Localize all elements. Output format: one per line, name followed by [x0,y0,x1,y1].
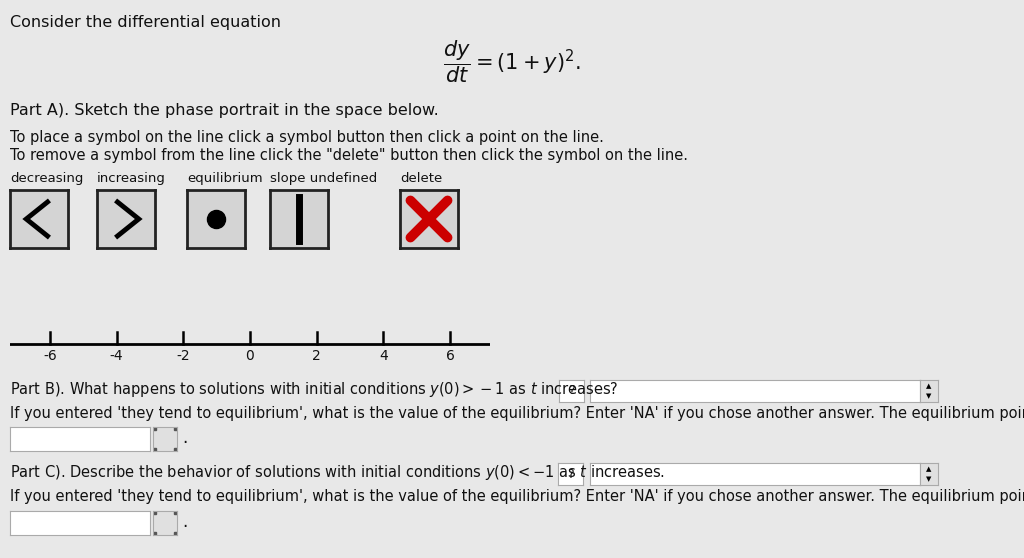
Text: To place a symbol on the line click a symbol button then click a point on the li: To place a symbol on the line click a sy… [10,130,604,145]
Text: .: . [182,429,187,447]
Text: Part B). What happens to solutions with initial conditions $y(0) > -1$ as $t$ in: Part B). What happens to solutions with … [10,380,618,399]
Text: Part C). Describe the behavior of solutions with initial conditions $y(0) < -1$ : Part C). Describe the behavior of soluti… [10,463,665,482]
Text: If you entered 'they tend to equilibrium', what is the value of the equilibrium?: If you entered 'they tend to equilibrium… [10,406,1024,421]
Text: Consider the differential equation: Consider the differential equation [10,15,281,30]
Text: 6: 6 [445,349,455,363]
Text: -2: -2 [176,349,190,363]
Text: ▲: ▲ [927,383,932,389]
Text: -4: -4 [110,349,124,363]
Text: Part A). Sketch the phase portrait in the space below.: Part A). Sketch the phase portrait in th… [10,103,438,118]
Text: ?: ? [568,384,574,397]
Text: .: . [182,513,187,531]
Text: ▼: ▼ [927,393,932,399]
Text: ?: ? [567,468,573,480]
Text: 4: 4 [379,349,388,363]
Text: If you entered 'they tend to equilibrium', what is the value of the equilibrium?: If you entered 'they tend to equilibrium… [10,489,1024,504]
Text: equilibrium: equilibrium [187,172,262,185]
Text: increasing: increasing [97,172,166,185]
Text: $\dfrac{dy}{dt} = (1 + y)^2.$: $\dfrac{dy}{dt} = (1 + y)^2.$ [443,38,581,84]
Text: To remove a symbol from the line click the "delete" button then click the symbol: To remove a symbol from the line click t… [10,148,688,163]
Text: ▼: ▼ [927,476,932,482]
Text: delete: delete [400,172,442,185]
Text: ▲: ▲ [927,466,932,472]
Text: slope undefined: slope undefined [270,172,377,185]
Text: decreasing: decreasing [10,172,83,185]
Text: 2: 2 [312,349,322,363]
Text: 0: 0 [246,349,254,363]
Text: -6: -6 [43,349,57,363]
